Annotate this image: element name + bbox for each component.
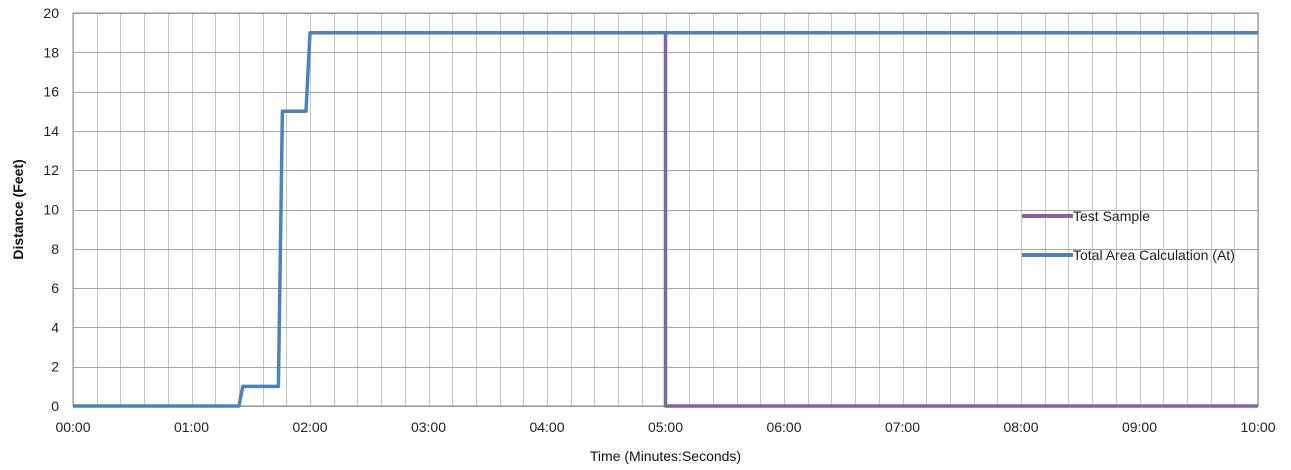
x-tick-label: 01:00 [174, 419, 209, 435]
series-line [73, 30, 1258, 408]
y-tick-label: 20 [43, 5, 59, 21]
x-tick-label: 02:00 [292, 419, 327, 435]
y-tick-label: 4 [51, 319, 59, 335]
minor-gridlines [73, 13, 1259, 406]
y-axis-ticks: 0 2 4 6 8 10 12 14 16 18 20 [43, 5, 59, 414]
x-axis-ticks: 00:00 01:00 02:00 03:00 04:00 05:00 06:00 07:00… [55, 419, 1275, 435]
x-tick-label: 06:00 [766, 419, 801, 435]
x-tick-label: 04:00 [529, 419, 564, 435]
y-axis-title: Distance (Feet) [10, 159, 26, 259]
y-tick-label: 18 [43, 44, 59, 60]
y-tick-label: 6 [51, 280, 59, 296]
x-axis-title: Time (Minutes:Seconds) [590, 448, 741, 464]
x-tick-label: 05:00 [648, 419, 683, 435]
series-layer [73, 30, 1258, 408]
y-tick-label: 12 [43, 162, 59, 178]
y-tick-label: 2 [51, 359, 59, 375]
series-line [663, 32, 1258, 408]
legend: Test Sample Total Area Calculation (At) [1022, 208, 1235, 263]
x-tick-label: 03:00 [411, 419, 446, 435]
legend-label: Total Area Calculation (At) [1073, 247, 1235, 263]
x-tick-label: 08:00 [1003, 419, 1038, 435]
y-tick-label: 14 [43, 123, 59, 139]
y-tick-label: 10 [43, 202, 59, 218]
x-tick-label: 07:00 [885, 419, 920, 435]
legend-label: Test Sample [1073, 208, 1150, 224]
x-tick-label: 00:00 [55, 419, 90, 435]
y-tick-label: 0 [51, 398, 59, 414]
y-tick-label: 8 [51, 241, 59, 257]
y-tick-label: 16 [43, 84, 59, 100]
x-tick-label: 10:00 [1240, 419, 1275, 435]
x-tick-label: 09:00 [1122, 419, 1157, 435]
